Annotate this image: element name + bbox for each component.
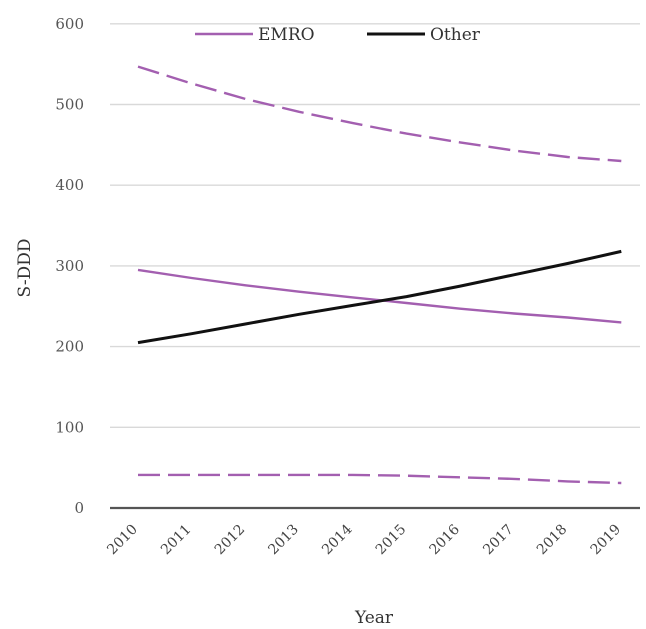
x-tick-label: 2018 (534, 522, 571, 559)
x-tick-label: 2012 (212, 522, 249, 559)
x-tick-label: 2013 (265, 522, 302, 559)
series-line-emro (137, 268, 622, 324)
y-tick-label: 200 (55, 338, 84, 356)
series-line-dashed-3 (138, 473, 622, 485)
x-tick-label: 2016 (427, 521, 464, 558)
series-line-dashed-2 (137, 65, 622, 163)
y-tick-labels: 0 100 200 300 400 500 600 (55, 15, 84, 517)
y-tick-label: 400 (55, 176, 84, 194)
y-tick-label: 600 (55, 15, 84, 33)
x-tick-label: 2014 (319, 521, 356, 558)
x-tick-label: 2011 (158, 522, 195, 559)
y-tick-label: 100 (55, 418, 84, 436)
x-tick-label: 2010 (104, 522, 141, 559)
legend-label-other: Other (430, 25, 481, 45)
x-tick-label: 2019 (588, 522, 625, 559)
series-line-other (137, 249, 622, 345)
y-tick-label: 0 (74, 499, 84, 517)
series-lines (137, 65, 622, 485)
y-tick-label: 300 (55, 257, 84, 275)
y-axis-label: S-DDD (15, 239, 35, 298)
legend-label-emro: EMRO (258, 25, 315, 45)
y-tick-label: 500 (55, 96, 84, 114)
x-tick-label: 2017 (480, 522, 517, 559)
x-tick-label: 2015 (373, 522, 410, 559)
gridlines (110, 23, 640, 510)
x-tick-labels: 2010 2011 2012 2013 2014 2015 2016 2017 2018 2019 (104, 521, 624, 558)
x-axis-label: Year (354, 608, 394, 628)
legend: EMRO Other (195, 25, 481, 45)
